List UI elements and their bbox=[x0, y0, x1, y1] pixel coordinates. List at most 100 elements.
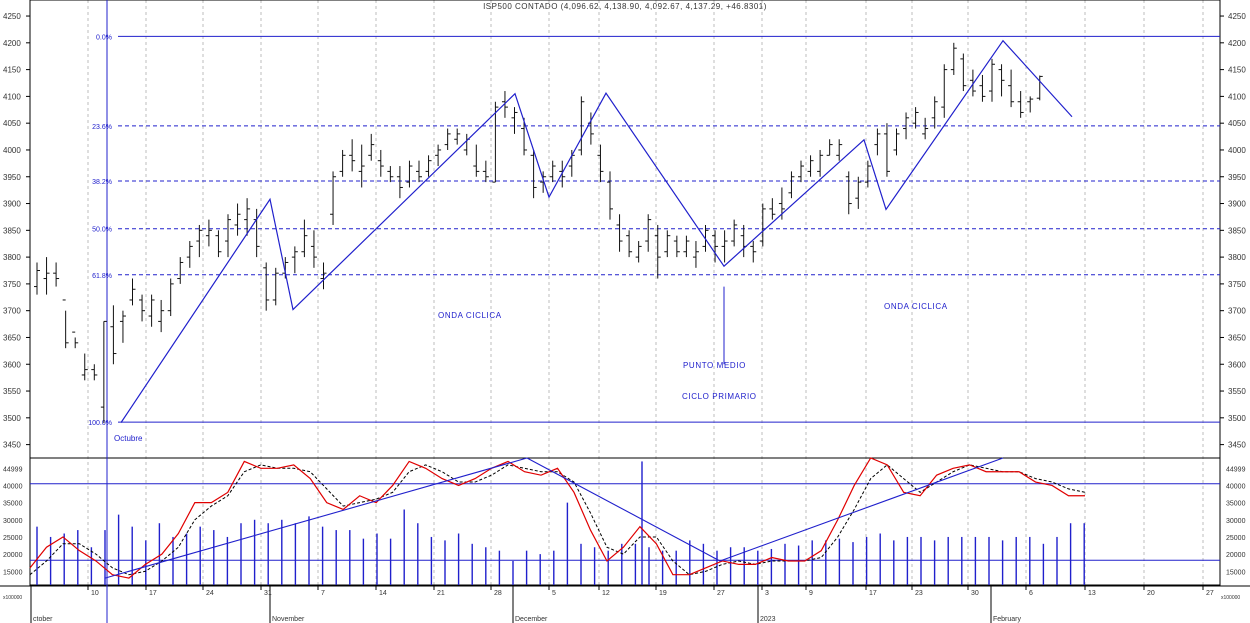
osc-tick-label-right: 44999 bbox=[1226, 466, 1246, 473]
date-tick-label: 14 bbox=[379, 590, 387, 597]
date-tick-label: 13 bbox=[1088, 590, 1096, 597]
date-tick-label: 9 bbox=[809, 590, 813, 597]
date-tick-label: 20 bbox=[1147, 590, 1155, 597]
date-tick-label: 10 bbox=[91, 590, 99, 597]
fibonacci-layer: 0.0% 23.6% 38.2% 50.0% 61.8% 100.0% bbox=[88, 0, 1220, 623]
price-tick-label-left: 3500 bbox=[3, 414, 21, 423]
price-tick-label-left: 4200 bbox=[3, 39, 21, 48]
osc-tick-label-left: 20000 bbox=[3, 552, 23, 559]
price-tick-label-left: 4250 bbox=[3, 12, 21, 21]
price-tick-label-right: 3650 bbox=[1228, 333, 1246, 342]
osc-tick-label-left: 44999 bbox=[3, 466, 23, 473]
price-tick-label-right: 3500 bbox=[1228, 414, 1246, 423]
price-tick-label-left: 3700 bbox=[3, 307, 21, 316]
osc-tick-label-left: 30000 bbox=[3, 518, 23, 525]
date-tick-label: 7 bbox=[321, 590, 325, 597]
fib-level-label: 100.0% bbox=[88, 420, 112, 427]
price-tick-label-left: 3600 bbox=[3, 360, 21, 369]
oscillator-signal-line bbox=[29, 464, 1086, 576]
date-tick-label: 12 bbox=[602, 590, 610, 597]
ciclo-primario-label: CICLO PRIMARIO bbox=[682, 392, 757, 401]
date-tick-label: 6 bbox=[1029, 590, 1033, 597]
price-tick-label-left: 3900 bbox=[3, 200, 21, 209]
osc-tick-label-left: 40000 bbox=[3, 483, 23, 490]
price-tick-label-left: 3750 bbox=[3, 280, 21, 289]
osc-tick-label-right: 35000 bbox=[1226, 501, 1246, 508]
fib-level-label: 50.0% bbox=[92, 227, 112, 234]
price-tick-label-right: 4050 bbox=[1228, 119, 1246, 128]
osc-tick-label-right: 30000 bbox=[1226, 518, 1246, 525]
date-tick-label: 27 bbox=[717, 590, 725, 597]
price-tick-label-left: 4100 bbox=[3, 92, 21, 101]
price-tick-label-right: 3800 bbox=[1228, 253, 1246, 262]
month-label: November bbox=[272, 616, 305, 623]
price-tick-label-right: 4150 bbox=[1228, 66, 1246, 75]
osc-tick-label-right: 25000 bbox=[1226, 535, 1246, 542]
oscillator-line bbox=[29, 457, 1085, 579]
scale-label-right: x100000 bbox=[1221, 595, 1240, 601]
osc-tick-label-right: 40000 bbox=[1226, 483, 1246, 490]
fib-level-label: 61.8% bbox=[92, 273, 112, 280]
price-tick-label-right: 3750 bbox=[1228, 280, 1246, 289]
month-label: 2023 bbox=[760, 616, 776, 623]
fib-level-label: 38.2% bbox=[92, 179, 112, 186]
price-tick-label-right: 4100 bbox=[1228, 92, 1246, 101]
price-tick-label-left: 3450 bbox=[3, 441, 21, 450]
oscillator-panel-frame bbox=[29, 457, 1221, 586]
osc-tick-label-right: 20000 bbox=[1226, 552, 1246, 559]
fib-level-label: 23.6% bbox=[92, 124, 112, 131]
scale-label-left: x100000 bbox=[3, 595, 22, 601]
price-tick-label-left: 3650 bbox=[3, 333, 21, 342]
price-tick-label-left: 3950 bbox=[3, 173, 21, 182]
wave-lines-layer bbox=[120, 39, 1073, 423]
osc-tick-label-right: 15000 bbox=[1226, 569, 1246, 576]
oscillator-layer bbox=[29, 457, 1220, 585]
date-tick-label: 23 bbox=[915, 590, 923, 597]
price-tick-label-right: 3900 bbox=[1228, 200, 1246, 209]
price-tick-label-right: 3550 bbox=[1228, 387, 1246, 396]
grid-layer bbox=[87, 0, 1204, 585]
date-tick-label: 5 bbox=[552, 590, 556, 597]
octubre-label: Octubre bbox=[114, 434, 143, 443]
price-tick-label-left: 4050 bbox=[3, 119, 21, 128]
price-tick-label-right: 3950 bbox=[1228, 173, 1246, 182]
month-label: December bbox=[515, 616, 548, 623]
osc-tick-label-left: 35000 bbox=[3, 501, 23, 508]
oscillator-trend-line bbox=[526, 457, 721, 562]
wave-zigzag-line bbox=[120, 39, 1073, 423]
price-tick-label-left: 3850 bbox=[3, 226, 21, 235]
oscillator-trend-line bbox=[104, 457, 528, 579]
fib-level-label: 0.0% bbox=[96, 34, 112, 41]
date-tick-label: 17 bbox=[869, 590, 877, 597]
punto-medio-label: PUNTO MEDIO bbox=[683, 361, 746, 370]
chart-title: ISP500 CONTADO (4,096.62, 4,138.90, 4,09… bbox=[483, 2, 767, 11]
date-tick-label: 24 bbox=[206, 590, 214, 597]
date-tick-label: 28 bbox=[494, 590, 502, 597]
price-tick-label-right: 3600 bbox=[1228, 360, 1246, 369]
date-tick-label: 21 bbox=[437, 590, 445, 597]
price-tick-label-right: 4200 bbox=[1228, 39, 1246, 48]
price-tick-label-left: 3550 bbox=[3, 387, 21, 396]
date-tick-label: 30 bbox=[971, 590, 979, 597]
date-tick-label: 19 bbox=[659, 590, 667, 597]
price-tick-label-left: 4150 bbox=[3, 66, 21, 75]
price-tick-label-right: 3850 bbox=[1228, 226, 1246, 235]
osc-tick-label-left: 25000 bbox=[3, 535, 23, 542]
price-tick-label-left: 3800 bbox=[3, 253, 21, 262]
month-label: ctober bbox=[33, 616, 53, 623]
onda-ciclica-label-1: ONDA CICLICA bbox=[438, 311, 502, 320]
oscillator-trend-line bbox=[719, 457, 1004, 562]
price-tick-label-right: 3700 bbox=[1228, 307, 1246, 316]
date-tick-label: 17 bbox=[149, 590, 157, 597]
price-bars-layer bbox=[34, 42, 1043, 424]
onda-ciclica-label-2: ONDA CICLICA bbox=[884, 302, 948, 311]
date-tick-label: 3 bbox=[765, 590, 769, 597]
price-tick-label-right: 4250 bbox=[1228, 12, 1246, 21]
osc-tick-label-left: 15000 bbox=[3, 569, 23, 576]
price-tick-label-right: 4000 bbox=[1228, 146, 1246, 155]
date-tick-label: 27 bbox=[1206, 590, 1214, 597]
annotations-layer: ONDA CICLICA ONDA CICLICA PUNTO MEDIO CI… bbox=[3, 302, 1240, 601]
price-tick-label-left: 4000 bbox=[3, 146, 21, 155]
